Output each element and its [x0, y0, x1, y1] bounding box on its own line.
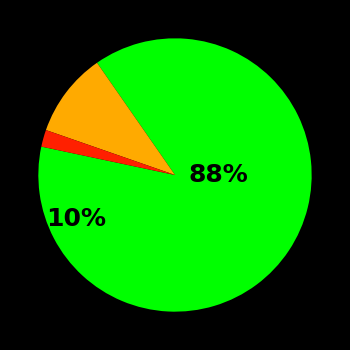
- Wedge shape: [46, 63, 175, 175]
- Wedge shape: [41, 130, 175, 175]
- Text: 88%: 88%: [189, 163, 248, 187]
- Text: 10%: 10%: [47, 207, 107, 231]
- Wedge shape: [38, 38, 312, 312]
